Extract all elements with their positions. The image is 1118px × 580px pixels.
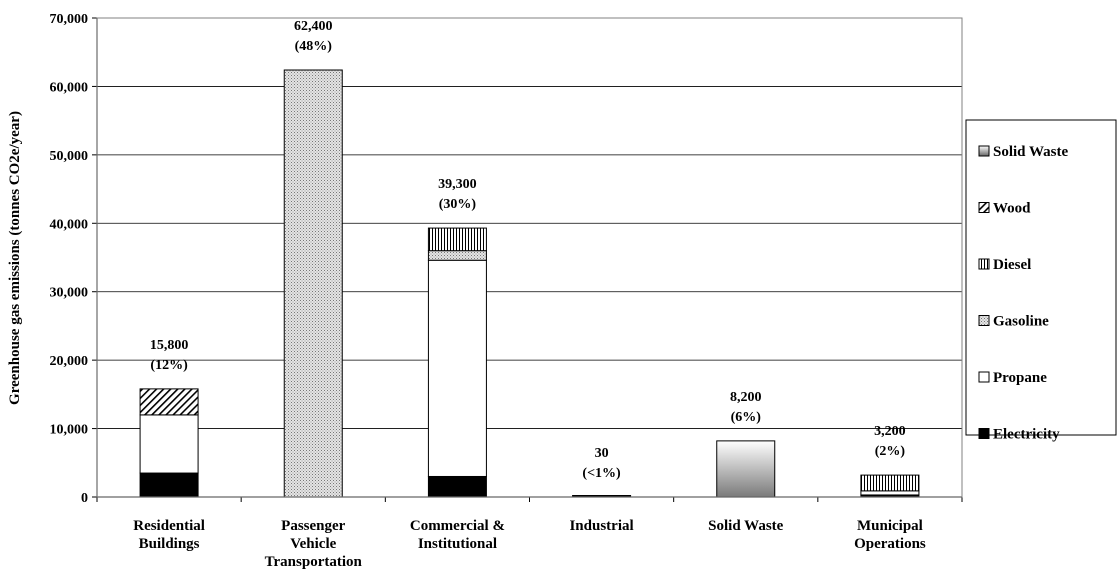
bar-segment-solid-waste	[716, 440, 776, 498]
bar-segment-electricity	[427, 475, 487, 498]
data-labels: 15,800 (12%) 62,400 (48%) 39,300 (30%) 30 (<1%)…	[150, 19, 906, 481]
category-label: Residential	[133, 518, 205, 534]
y-tick-label: 10,000	[50, 423, 89, 438]
y-tick-label: 40,000	[50, 217, 89, 232]
legend-frame	[965, 119, 1117, 436]
bar-segment-propane	[860, 490, 920, 496]
category-label: Passenger	[281, 518, 345, 534]
y-tick-label: 30,000	[50, 286, 89, 301]
category-label: Institutional	[418, 536, 497, 552]
axes	[96, 17, 963, 498]
category-label: Vehicle	[290, 536, 336, 552]
bar-segment-propane	[139, 414, 199, 474]
category-label: Buildings	[139, 536, 200, 552]
x-category-labels: Residential Buildings Passenger Vehicle Tran…	[133, 518, 926, 570]
category-label: Solid Waste	[708, 518, 784, 534]
bar-segment-propane	[427, 259, 487, 477]
data-label: (2%)	[875, 444, 906, 459]
category-label: Commercial &	[410, 518, 505, 534]
y-tick-label: 50,000	[50, 149, 89, 164]
legend-label: Wood	[993, 201, 1031, 217]
legend-label: Diesel	[993, 257, 1031, 273]
category-label: Transportation	[265, 554, 363, 570]
legend-swatch	[978, 371, 990, 383]
bar-segment-gasoline	[427, 250, 487, 261]
legend-label: Propane	[993, 370, 1047, 386]
bar-segment-electricity	[139, 472, 199, 498]
legend-swatch	[978, 145, 990, 157]
data-label: (<1%)	[582, 466, 621, 481]
category-label: Municipal	[857, 518, 923, 534]
gridlines	[92, 17, 963, 502]
plot-area-frame	[96, 17, 963, 498]
data-label: (30%)	[439, 197, 477, 212]
data-label: 8,200	[730, 390, 762, 405]
y-tick-label: 20,000	[50, 354, 89, 369]
data-label: (12%)	[150, 358, 188, 373]
legend-swatch	[978, 315, 990, 326]
y-tick-label: 0	[81, 491, 88, 506]
legend-label: Gasoline	[993, 314, 1049, 330]
data-label: 39,300	[438, 177, 477, 192]
data-label: 15,800	[150, 338, 189, 353]
category-label: Industrial	[569, 518, 633, 534]
legend: Solid Waste Wood Diesel Gasoline Propane Elec…	[965, 119, 1117, 443]
legend-swatch	[978, 258, 990, 270]
legend-swatch	[978, 202, 990, 213]
y-tick-label: 70,000	[50, 12, 89, 27]
data-label: 3,200	[874, 424, 906, 439]
bar-segment-diesel	[860, 474, 920, 492]
bar-segment-gasoline	[283, 69, 343, 498]
y-tick-label: 60,000	[50, 80, 89, 95]
bars	[139, 69, 920, 498]
data-label: 30	[595, 446, 609, 461]
data-label: 62,400	[294, 19, 333, 34]
y-tick-labels: 0 10,000 20,000 30,000 40,000 50,000 60,000 70,…	[50, 12, 89, 506]
legend-label: Solid Waste	[993, 144, 1069, 160]
legend-swatch	[978, 428, 990, 439]
y-axis-label: Greenhouse gas emissions (tonnes CO2e/ye…	[7, 111, 23, 405]
bar-segment-wood	[139, 388, 199, 416]
legend-label: Electricity	[993, 427, 1060, 443]
data-label: (48%)	[295, 39, 333, 54]
bar-segment-diesel	[427, 227, 487, 252]
category-label: Operations	[854, 536, 926, 552]
data-label: (6%)	[731, 410, 762, 425]
